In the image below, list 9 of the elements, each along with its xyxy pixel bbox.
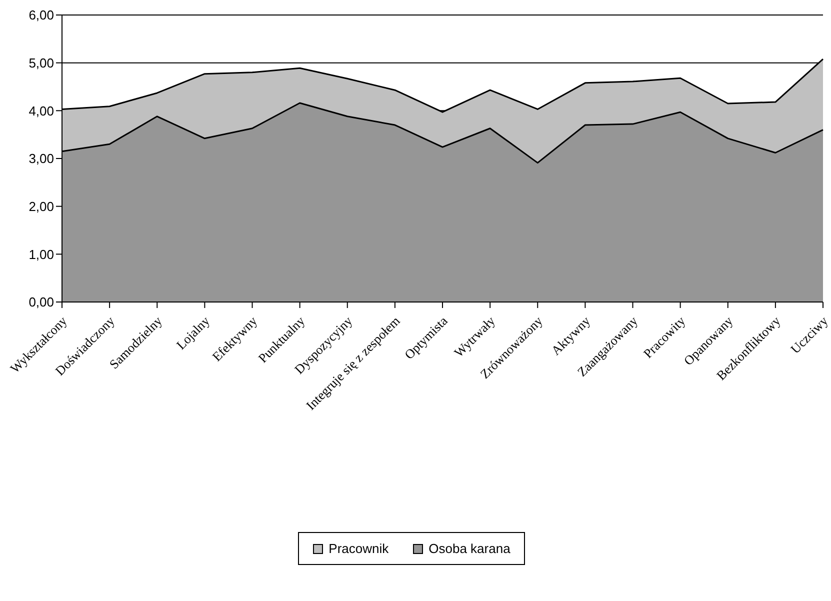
y-tick-label: 5,00 <box>28 55 54 70</box>
legend-label: Osoba karana <box>428 541 510 556</box>
y-tick-label: 0,00 <box>28 294 54 310</box>
y-tick-label: 6,00 <box>28 8 54 23</box>
y-tick-label: 1,00 <box>28 246 54 262</box>
y-tick-label: 3,00 <box>28 151 54 166</box>
y-tick-label: 2,00 <box>28 198 54 214</box>
y-tick-label: 4,00 <box>28 103 54 118</box>
legend-label: Pracownik <box>328 541 389 556</box>
